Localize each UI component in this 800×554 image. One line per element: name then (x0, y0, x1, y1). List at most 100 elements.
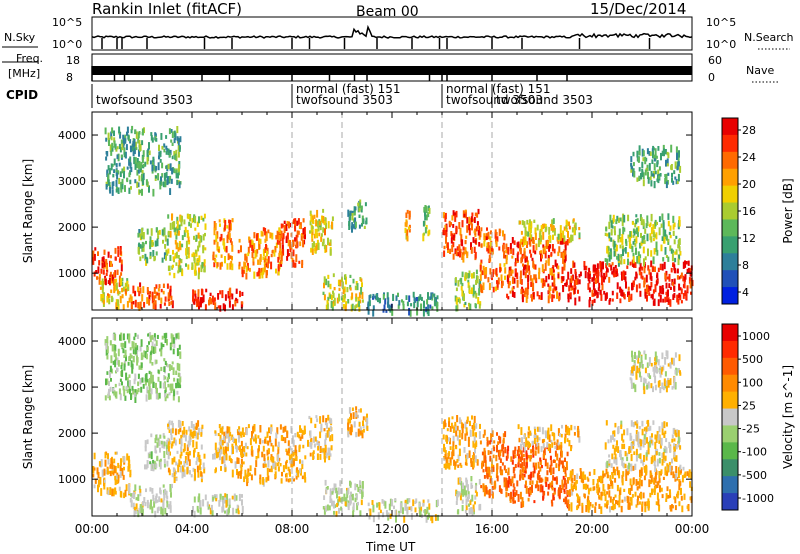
power-echo-cell (644, 292, 647, 299)
power-echo-cell (604, 276, 607, 280)
velocity-echo-cell (657, 480, 660, 486)
velocity-echo-cell (131, 493, 134, 499)
power-echo-cell (552, 234, 554, 240)
velocity-echo-cell (101, 469, 104, 478)
velocity-echo-cell (643, 386, 646, 395)
velocity-echo-cell (329, 495, 332, 503)
power-echo-cell (642, 179, 645, 187)
velocity-echo-cell (268, 427, 271, 433)
power-echo-cell (98, 277, 101, 285)
power-echo-cell (461, 282, 464, 287)
velocity-echo-cell (255, 456, 258, 460)
power-echo-cell (655, 245, 658, 252)
velocity-echo-cell (650, 457, 653, 465)
velocity-echo-cell (140, 339, 143, 347)
velocity-echo-cell (117, 360, 120, 367)
velocity-echo-cell (614, 453, 617, 460)
power-echo-cell (654, 219, 657, 227)
power-echo-cell (142, 244, 145, 252)
velocity-echo-cell (450, 422, 453, 428)
velocity-echo-cell (110, 355, 113, 364)
velocity-echo-cell (552, 494, 555, 501)
velocity-echo-cell (608, 454, 611, 458)
velocity-echo-cell (576, 494, 579, 501)
velocity-echo-cell (627, 496, 630, 505)
power-echo-cell (231, 255, 233, 261)
velocity-echo-cell (667, 363, 670, 367)
power-echo-cell (101, 278, 104, 286)
power-echo-cell (568, 221, 570, 227)
power-echo-cell (467, 273, 470, 279)
velocity-echo-cell (277, 454, 280, 462)
power-echo-cell (650, 227, 653, 235)
velocity-echo-cell (540, 465, 543, 469)
power-echo-cell (450, 222, 452, 226)
velocity-echo-cell (124, 341, 127, 349)
power-echo-cell (179, 265, 182, 273)
velocity-echo-cell (471, 455, 474, 459)
power-echo-cell (630, 156, 633, 162)
power-echo-cell (665, 255, 668, 258)
power-echo-cell (458, 298, 461, 304)
velocity-echo-cell (546, 470, 549, 476)
power-echo-cell (323, 276, 326, 284)
power-echo-cell (645, 223, 648, 229)
power-echo-cell (332, 292, 335, 298)
velocity-echo-cell (331, 434, 334, 442)
power-echo-cell (490, 230, 492, 235)
power-echo-cell (174, 239, 177, 245)
power-echo-region (367, 291, 439, 317)
velocity-echo-cell (155, 393, 158, 400)
velocity-echo-cell (125, 484, 128, 492)
velocity-echo-cell (478, 431, 481, 439)
velocity-echo-cell (360, 499, 363, 506)
velocity-echo-cell (138, 485, 141, 490)
power-echo-cell (125, 283, 128, 287)
power-echo-cell (321, 241, 324, 247)
velocity-echo-cell (148, 391, 151, 400)
velocity-echo-cell (299, 425, 301, 433)
power-echo-cell (650, 282, 653, 288)
velocity-echo-cell (130, 355, 133, 359)
velocity-echo-cell (473, 436, 476, 443)
velocity-echo-cell (319, 453, 322, 460)
power-echo-cell (197, 272, 200, 280)
velocity-echo-cell (616, 466, 619, 472)
velocity-echo-cell (606, 474, 609, 479)
velocity-echo-cell (303, 425, 306, 432)
velocity-echo-cell (104, 459, 107, 467)
velocity-echo-cell (455, 445, 458, 450)
power-echo-cell (297, 230, 300, 235)
power-echo-cell (636, 255, 639, 264)
power-echo-cell (358, 305, 361, 312)
power-echo-cell (610, 251, 613, 260)
velocity-echo-cell (220, 466, 222, 471)
power-echo-cell (471, 273, 473, 279)
power-echo-cell (506, 293, 509, 298)
power-echo-cell (658, 166, 661, 171)
power-echo-cell (500, 274, 503, 281)
velocity-echo-cell (682, 466, 685, 471)
velocity-echo-cell (272, 456, 275, 463)
velocity-echo-cell (213, 452, 216, 460)
power-echo-cell (117, 249, 120, 257)
power-echo-cell (177, 247, 180, 252)
power-echo-cell (283, 220, 286, 224)
power-echo-cell (171, 213, 173, 221)
power-echo-cell (578, 296, 581, 302)
power-echo-cell (120, 189, 123, 193)
power-echo-cell (632, 169, 634, 177)
power-echo-cell (245, 272, 248, 280)
velocity-echo-cell (524, 443, 527, 447)
power-echo-cell (372, 293, 375, 298)
power-echo-cell (96, 276, 99, 280)
power-echo-cell (215, 234, 218, 243)
velocity-echo-cell (422, 503, 425, 507)
velocity-echo-cell (384, 501, 387, 509)
power-echo-cell (231, 218, 234, 223)
velocity-echo-cell (126, 453, 129, 461)
power-echo-cell (587, 283, 590, 290)
noise-search-label: N.Search (744, 31, 794, 44)
power-echo-cell (621, 292, 624, 297)
velocity-echo-cell (615, 500, 617, 504)
